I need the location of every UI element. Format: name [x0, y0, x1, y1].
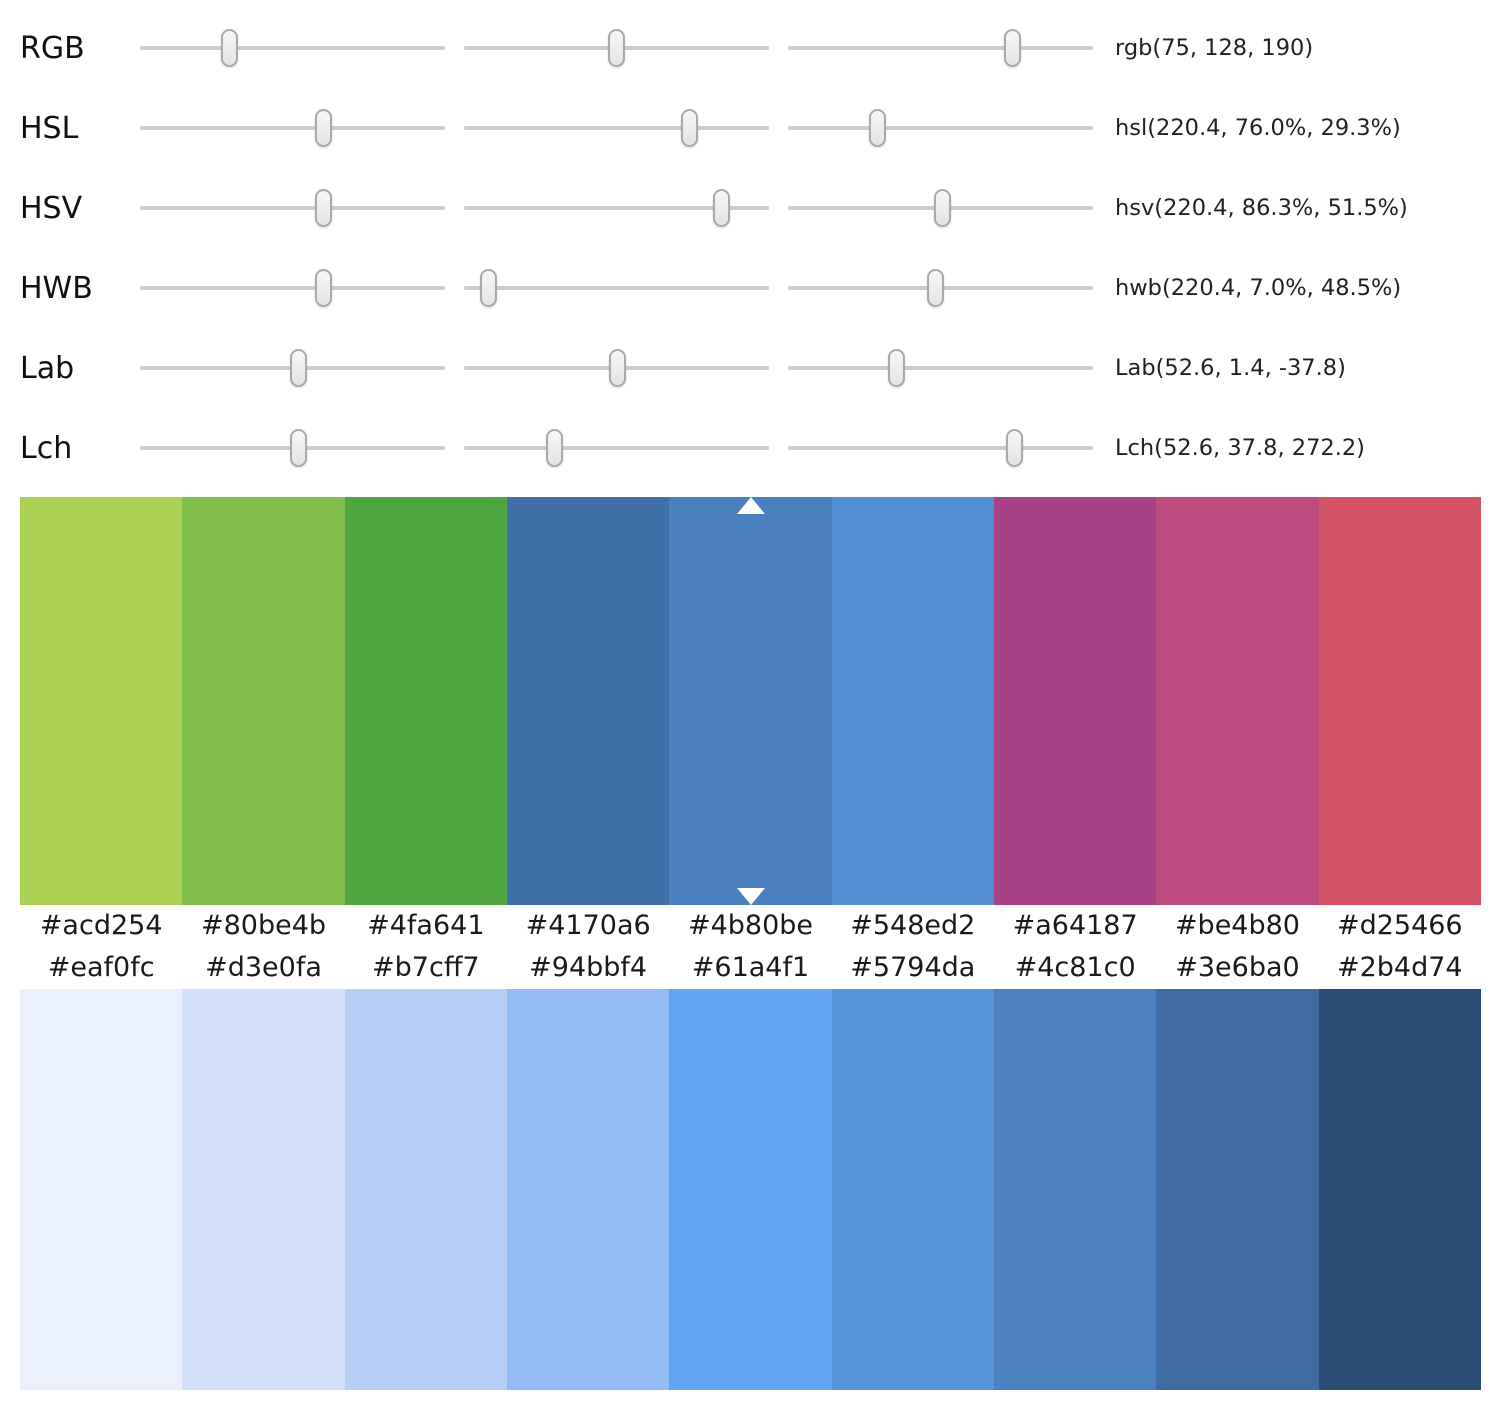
- color-swatch-94bbf4[interactable]: [506, 989, 670, 1390]
- hex-labels-hue-scale: #acd254 #80be4b #4fa641 #4170a6 #4b80be #548e…: [20, 905, 1481, 947]
- lch-slider-channel-1[interactable]: [140, 428, 445, 468]
- hex-code-label: #61a4f1: [691, 952, 810, 983]
- hwb-slider-channel-1[interactable]: [140, 268, 445, 308]
- hsv-slider-channel-1[interactable]: [140, 188, 445, 228]
- rgb-slider-channel-3[interactable]: [788, 28, 1093, 68]
- hsv-slider-channel-2[interactable]: [464, 188, 769, 228]
- slider-thumb[interactable]: [888, 349, 906, 387]
- color-swatch-2b4d74[interactable]: [1318, 989, 1481, 1390]
- lch-row-label: Lch: [20, 430, 73, 466]
- color-swatch-4b80be[interactable]: [669, 497, 832, 905]
- lab-row-label: Lab: [20, 350, 75, 386]
- hex-code-label: #4fa641: [367, 910, 485, 941]
- rgb-row-label: RGB: [20, 30, 85, 66]
- hex-code-label: #acd254: [39, 910, 163, 941]
- lab-value-text: Lab(52.6, 1.4, -37.8): [1115, 355, 1346, 381]
- color-swatch-eaf0fc[interactable]: [20, 989, 183, 1390]
- slider-thumb[interactable]: [608, 349, 626, 387]
- slider-thumb[interactable]: [868, 109, 886, 147]
- hex-code-label: #b7cff7: [372, 952, 480, 983]
- color-swatch-5794da[interactable]: [831, 989, 994, 1390]
- color-swatch-3e6ba0[interactable]: [1156, 989, 1319, 1390]
- hsl-slider-channel-2[interactable]: [464, 108, 769, 148]
- slider-row-hwb: HWB hwb(220.4, 7.0%, 48.5%): [20, 248, 1481, 328]
- color-swatch-d25466[interactable]: [1318, 497, 1481, 905]
- hex-code-label: #eaf0fc: [47, 952, 155, 983]
- hex-code-label: #a64187: [1012, 910, 1138, 941]
- color-swatch-4170a6[interactable]: [506, 497, 670, 905]
- slider-row-lab: Lab Lab(52.6, 1.4, -37.8): [20, 328, 1481, 408]
- hex-code-label: #4170a6: [525, 910, 651, 941]
- lab-slider-channel-2[interactable]: [464, 348, 769, 388]
- hex-code-label: #d3e0fa: [205, 952, 322, 983]
- color-swatch-acd254[interactable]: [20, 497, 183, 905]
- color-swatch-a64187[interactable]: [993, 497, 1157, 905]
- hex-code-label: #5794da: [850, 952, 976, 983]
- color-slider-panel: RGB rgb(75, 128, 190) HSL hsl(220.4, 76.…: [0, 0, 1501, 488]
- color-swatch-4fa641[interactable]: [344, 497, 507, 905]
- slider-row-hsv: HSV hsv(220.4, 86.3%, 51.5%): [20, 168, 1481, 248]
- color-swatch-4c81c0[interactable]: [993, 989, 1157, 1390]
- slider-thumb[interactable]: [314, 269, 332, 307]
- lab-slider-channel-1[interactable]: [140, 348, 445, 388]
- slider-thumb[interactable]: [712, 189, 730, 227]
- hsv-row-label: HSV: [20, 190, 83, 226]
- hsv-slider-channel-3[interactable]: [788, 188, 1093, 228]
- hex-code-label: #d25466: [1336, 910, 1463, 941]
- hwb-value-text: hwb(220.4, 7.0%, 48.5%): [1115, 275, 1402, 301]
- selected-color-notch-bottom: [736, 888, 765, 905]
- color-swatch-d3e0fa[interactable]: [182, 989, 345, 1390]
- color-swatch-b7cff7[interactable]: [344, 989, 507, 1390]
- slider-thumb[interactable]: [608, 29, 625, 67]
- color-swatch-548ed2[interactable]: [831, 497, 994, 905]
- hwb-slider-channel-3[interactable]: [788, 268, 1093, 308]
- hsv-value-text: hsv(220.4, 86.3%, 51.5%): [1115, 195, 1408, 221]
- slider-row-rgb: RGB rgb(75, 128, 190): [20, 8, 1481, 88]
- slider-thumb[interactable]: [1005, 429, 1023, 467]
- lch-value-text: Lch(52.6, 37.8, 272.2): [1115, 435, 1365, 461]
- palette-area: #acd254 #80be4b #4fa641 #4170a6 #4b80be #548e…: [20, 497, 1481, 1390]
- color-swatch-80be4b[interactable]: [182, 497, 345, 905]
- hwb-slider-channel-2[interactable]: [464, 268, 769, 308]
- hex-labels-lightness-scale: #eaf0fc #d3e0fa #b7cff7 #94bbf4 #61a4f1 #5794…: [20, 947, 1481, 989]
- slider-thumb[interactable]: [221, 29, 239, 67]
- lch-slider-channel-2[interactable]: [464, 428, 769, 468]
- rgb-slider-channel-2[interactable]: [464, 28, 769, 68]
- slider-thumb[interactable]: [927, 269, 945, 307]
- hex-code-label: #94bbf4: [529, 952, 648, 983]
- hsl-value-text: hsl(220.4, 76.0%, 29.3%): [1115, 115, 1401, 141]
- rgb-slider-channel-1[interactable]: [140, 28, 445, 68]
- hex-code-label: #4b80be: [687, 910, 813, 941]
- hex-code-label: #be4b80: [1174, 910, 1300, 941]
- color-swatch-be4b80[interactable]: [1156, 497, 1319, 905]
- hsl-row-label: HSL: [20, 110, 79, 146]
- hex-code-label: #80be4b: [200, 910, 327, 941]
- hsl-slider-channel-3[interactable]: [788, 108, 1093, 148]
- slider-row-lch: Lch Lch(52.6, 37.8, 272.2): [20, 408, 1481, 488]
- palette-strip-hue-scale: [20, 497, 1481, 905]
- selected-color-notch-top: [736, 497, 765, 514]
- lab-slider-channel-3[interactable]: [788, 348, 1093, 388]
- hex-code-label: #4c81c0: [1014, 952, 1136, 983]
- slider-row-hsl: HSL hsl(220.4, 76.0%, 29.3%): [20, 88, 1481, 168]
- slider-thumb[interactable]: [479, 269, 497, 307]
- slider-thumb[interactable]: [290, 429, 308, 467]
- hex-code-label: #2b4d74: [1336, 952, 1463, 983]
- hex-code-label: #548ed2: [850, 910, 976, 941]
- hsl-slider-channel-1[interactable]: [140, 108, 445, 148]
- palette-strip-lightness-scale: [20, 989, 1481, 1390]
- slider-thumb[interactable]: [933, 189, 951, 227]
- color-swatch-61a4f1[interactable]: [669, 989, 832, 1390]
- slider-thumb[interactable]: [1003, 29, 1021, 67]
- rgb-value-text: rgb(75, 128, 190): [1115, 35, 1314, 61]
- lch-slider-channel-3[interactable]: [788, 428, 1093, 468]
- hex-code-label: #3e6ba0: [1175, 952, 1300, 983]
- slider-thumb[interactable]: [680, 109, 698, 147]
- slider-thumb[interactable]: [314, 109, 332, 147]
- slider-thumb[interactable]: [546, 429, 564, 467]
- slider-thumb[interactable]: [290, 349, 308, 387]
- slider-thumb[interactable]: [314, 189, 332, 227]
- hwb-row-label: HWB: [20, 270, 93, 306]
